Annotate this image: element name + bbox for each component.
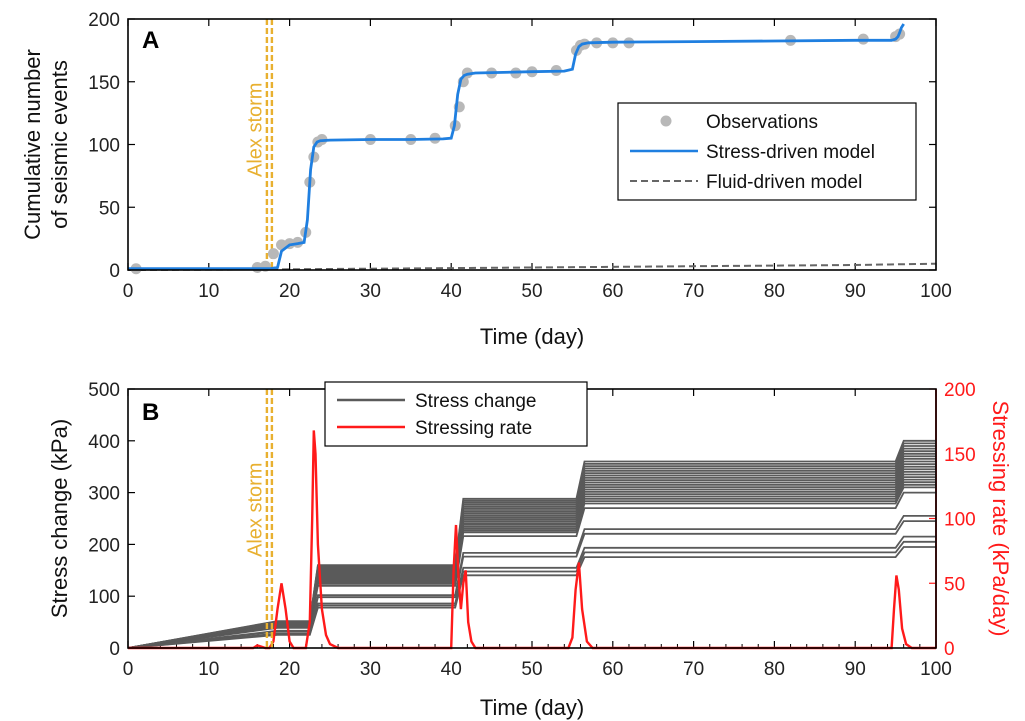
panel-a-x-axis-label: Time (day) xyxy=(480,324,584,349)
x-tick-label: 0 xyxy=(123,281,134,302)
right-y-tick-label: 200 xyxy=(944,380,976,401)
y-tick-label: 50 xyxy=(99,198,120,219)
y-tick-label: 0 xyxy=(109,261,120,282)
x-tick-label: 40 xyxy=(441,659,462,680)
x-tick-label: 0 xyxy=(123,659,134,680)
x-tick-label: 30 xyxy=(360,281,381,302)
panel-a-letter: A xyxy=(142,27,159,54)
panel-a-ticks: 0 10 20 30 40 50 60 70 80 90 100 0 50 100 150 200 xyxy=(88,10,952,302)
right-y-tick-label: 50 xyxy=(944,574,965,595)
x-tick-label: 10 xyxy=(198,281,219,302)
fluid-driven-model-line xyxy=(127,262,937,271)
y-tick-label: 100 xyxy=(88,587,120,608)
panel-b-x-axis-label: Time (day) xyxy=(480,695,584,720)
y-tick-label: 100 xyxy=(88,136,120,157)
panel-b: 0 10 20 30 40 50 60 70 80 90 100010020030040050005… xyxy=(47,380,1013,720)
legend-observations-marker xyxy=(660,115,672,127)
stress-driven-model-line xyxy=(128,23,905,271)
x-tick-label: 100 xyxy=(920,659,952,680)
right-y-tick-label: 100 xyxy=(944,510,976,531)
legend-stress-change-label: Stress change xyxy=(415,391,536,412)
x-tick-label: 70 xyxy=(683,281,704,302)
x-tick-label: 60 xyxy=(602,659,623,680)
panel-a: 0 10 20 30 40 50 60 70 80 90 100 0 50 100 150 200 Alex … xyxy=(20,10,952,349)
panel-b-storm-marker xyxy=(265,389,274,648)
y-tick-label: 400 xyxy=(88,432,120,453)
observation-point xyxy=(267,248,279,260)
stress-change-line xyxy=(127,439,936,649)
x-tick-label: 70 xyxy=(683,659,704,680)
stress-change-line xyxy=(127,515,936,649)
panel-b-legend-box xyxy=(324,381,588,447)
panel-b-storm-label: Alex storm xyxy=(244,463,266,557)
x-tick-label: 90 xyxy=(845,281,866,302)
x-tick-label: 20 xyxy=(279,281,300,302)
x-tick-label: 20 xyxy=(279,659,300,680)
legend-stressing-rate-label: Stressing rate xyxy=(415,418,532,439)
panel-a-legend: Observations Stress-driven model Fluid-d… xyxy=(617,102,917,201)
panel-b-ticks: 0 10 20 30 40 50 60 70 80 90 100010020030040050005… xyxy=(88,380,975,680)
panel-a-y-axis-label-line1: Cumulative number xyxy=(20,49,45,240)
stress-change-line xyxy=(127,535,936,649)
panel-a-y-axis-label-line2: of seismic events xyxy=(47,60,72,229)
x-tick-label: 50 xyxy=(521,281,542,302)
panel-a-storm-marker xyxy=(265,19,274,270)
right-y-tick-label: 0 xyxy=(944,639,955,660)
y-tick-label: 300 xyxy=(88,484,120,505)
panel-a-series xyxy=(127,23,937,275)
x-tick-label: 80 xyxy=(764,659,785,680)
stress-change-line xyxy=(127,546,936,649)
panel-b-legend: Stress change Stressing rate xyxy=(324,381,588,447)
legend-observations-label: Observations xyxy=(706,112,818,133)
legend-fluid-driven-model-label: Fluid-driven model xyxy=(706,172,862,193)
right-y-tick-label: 150 xyxy=(944,445,976,466)
y-tick-label: 150 xyxy=(88,73,120,94)
x-tick-label: 50 xyxy=(521,659,542,680)
x-tick-label: 90 xyxy=(845,659,866,680)
legend-stress-driven-model-label: Stress-driven model xyxy=(706,142,875,163)
panel-a-plot-frame xyxy=(127,18,937,271)
x-tick-label: 10 xyxy=(198,659,219,680)
panel-b-letter: B xyxy=(142,399,159,426)
y-tick-label: 500 xyxy=(88,380,120,401)
panel-a-storm-label: Alex storm xyxy=(244,83,266,177)
y-tick-label: 200 xyxy=(88,535,120,556)
x-tick-label: 100 xyxy=(920,281,952,302)
panel-b-y-axis-label: Stress change (kPa) xyxy=(47,419,72,618)
x-tick-label: 60 xyxy=(602,281,623,302)
x-tick-label: 30 xyxy=(360,659,381,680)
x-tick-label: 40 xyxy=(441,281,462,302)
y-tick-label: 0 xyxy=(109,639,120,660)
panel-b-right-y-axis-label: Stressing rate (kPa/day) xyxy=(988,401,1013,637)
y-tick-label: 200 xyxy=(88,10,120,31)
x-tick-label: 80 xyxy=(764,281,785,302)
